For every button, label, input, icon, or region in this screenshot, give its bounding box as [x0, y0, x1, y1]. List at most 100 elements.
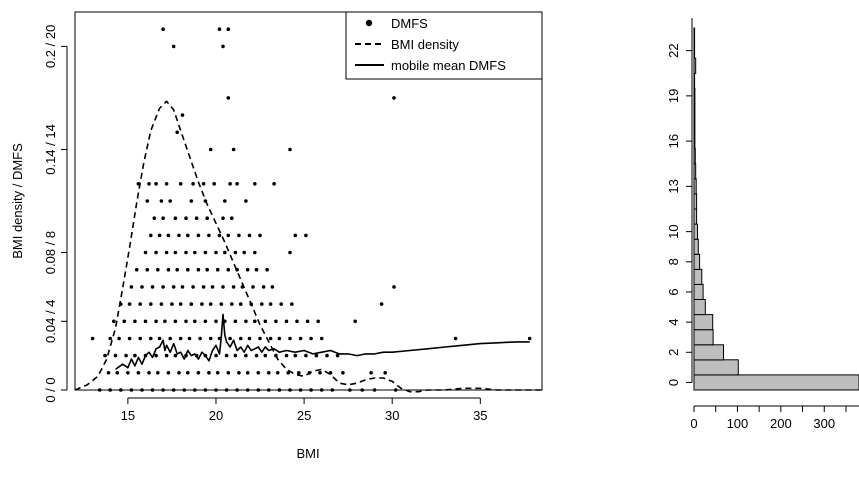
dmfs-point [293, 353, 298, 358]
dmfs-point [164, 182, 169, 186]
dmfs-point [288, 147, 292, 152]
dmfs-point [392, 285, 396, 289]
dmfs-point [224, 353, 229, 358]
histogram-bar [693, 253, 701, 270]
dmfs-point [330, 388, 335, 392]
dmfs-point [133, 353, 137, 358]
dmfs-point [369, 371, 373, 375]
dmfs-point [145, 199, 150, 203]
dmfs-point [90, 336, 95, 341]
dmfs-point [217, 27, 222, 32]
dmfs-point [203, 250, 208, 255]
dmfs-point [316, 319, 321, 324]
dmfs-point [193, 388, 197, 392]
histogram-bar [693, 299, 706, 316]
dmfs-point [198, 336, 202, 341]
dmfs-point [173, 216, 178, 220]
scatter-x-axis: 15 20 25 30 35 [121, 397, 488, 423]
dmfs-points [90, 27, 532, 392]
dmfs-point [254, 267, 259, 272]
dmfs-point [244, 319, 248, 324]
dmfs-point [171, 388, 176, 392]
dmfs-point [242, 250, 246, 255]
dmfs-point [126, 371, 130, 375]
dmfs-point [208, 336, 213, 341]
dmfs-point [127, 336, 132, 341]
dmfs-point [129, 388, 134, 392]
dmfs-point [166, 267, 171, 272]
dmfs-point [309, 336, 313, 341]
dmfs-point [178, 336, 183, 341]
histogram-x-axis: 0 100 200 300 [690, 405, 859, 431]
dmfs-point [297, 371, 301, 375]
dmfs-point [284, 319, 289, 324]
dmfs-point [194, 216, 199, 220]
histogram-y-tick-label: 19 [666, 89, 681, 103]
dmfs-point [152, 216, 157, 220]
dmfs-point [177, 371, 181, 375]
legend-box [345, 11, 543, 80]
dmfs-point [226, 371, 231, 375]
dmfs-point [253, 250, 257, 255]
dmfs-point [214, 353, 218, 358]
dmfs-point [205, 267, 209, 272]
x-axis-title: BMI [296, 446, 319, 461]
dmfs-point [184, 250, 188, 255]
dmfs-point [226, 233, 231, 238]
dmfs-point [284, 353, 289, 358]
dmfs-point [178, 302, 183, 306]
dmfs-point [161, 27, 165, 32]
dmfs-point [171, 285, 176, 289]
dmfs-point [112, 319, 116, 324]
dmfs-point [237, 371, 241, 375]
dmfs-point [245, 371, 250, 375]
y-tick-label: 0 / 0 [43, 377, 58, 402]
dmfs-point [235, 388, 239, 392]
dmfs-point [277, 388, 282, 392]
dmfs-point [224, 388, 229, 392]
histogram-x-tick-label: 300 [813, 416, 835, 431]
dmfs-point [348, 388, 352, 392]
dmfs-point [149, 336, 153, 341]
dmfs-point [221, 44, 225, 49]
dmfs-point [203, 319, 208, 324]
dmfs-point [196, 267, 201, 272]
histogram-y-tick-label: 2 [666, 349, 681, 356]
dmfs-point [156, 267, 160, 272]
dmfs-point [149, 233, 153, 238]
histogram-bar [693, 178, 697, 195]
dmfs-point [189, 302, 194, 306]
dmfs-point [293, 233, 298, 238]
y-tick-label: 0.14 / 14 [43, 124, 58, 175]
legend-label-bmi-density: BMI density [391, 37, 459, 52]
legend-point-symbol [365, 19, 373, 27]
dmfs-point [117, 336, 121, 341]
histogram-y-tick-label: 8 [666, 258, 681, 265]
histogram-plot: 0 100 200 300 0 2 4 6 8 10 13 16 19 22 [666, 18, 859, 431]
dmfs-point [200, 302, 204, 306]
y-tick-label: 0.08 / 8 [43, 231, 58, 274]
dmfs-point [223, 250, 227, 255]
dmfs-point [267, 388, 271, 392]
histogram-bar [693, 72, 696, 89]
histogram-bar [693, 268, 703, 285]
histogram-bar [693, 57, 697, 74]
histogram-bar [693, 374, 859, 391]
dmfs-point [527, 336, 532, 341]
histogram-bars [693, 27, 859, 391]
histogram-bar [693, 27, 696, 44]
dmfs-point [214, 388, 218, 392]
dmfs-point [226, 267, 231, 272]
histogram-bar [693, 359, 739, 376]
dmfs-point [138, 302, 142, 306]
histogram-bar [693, 42, 696, 59]
histogram-y-tick-label: 6 [666, 288, 681, 295]
dmfs-point [245, 388, 250, 392]
dmfs-point [173, 250, 178, 255]
dmfs-point [161, 388, 165, 392]
dmfs-point [201, 182, 206, 186]
dmfs-point [108, 336, 112, 341]
dmfs-point [268, 302, 273, 306]
dmfs-point [267, 371, 271, 375]
